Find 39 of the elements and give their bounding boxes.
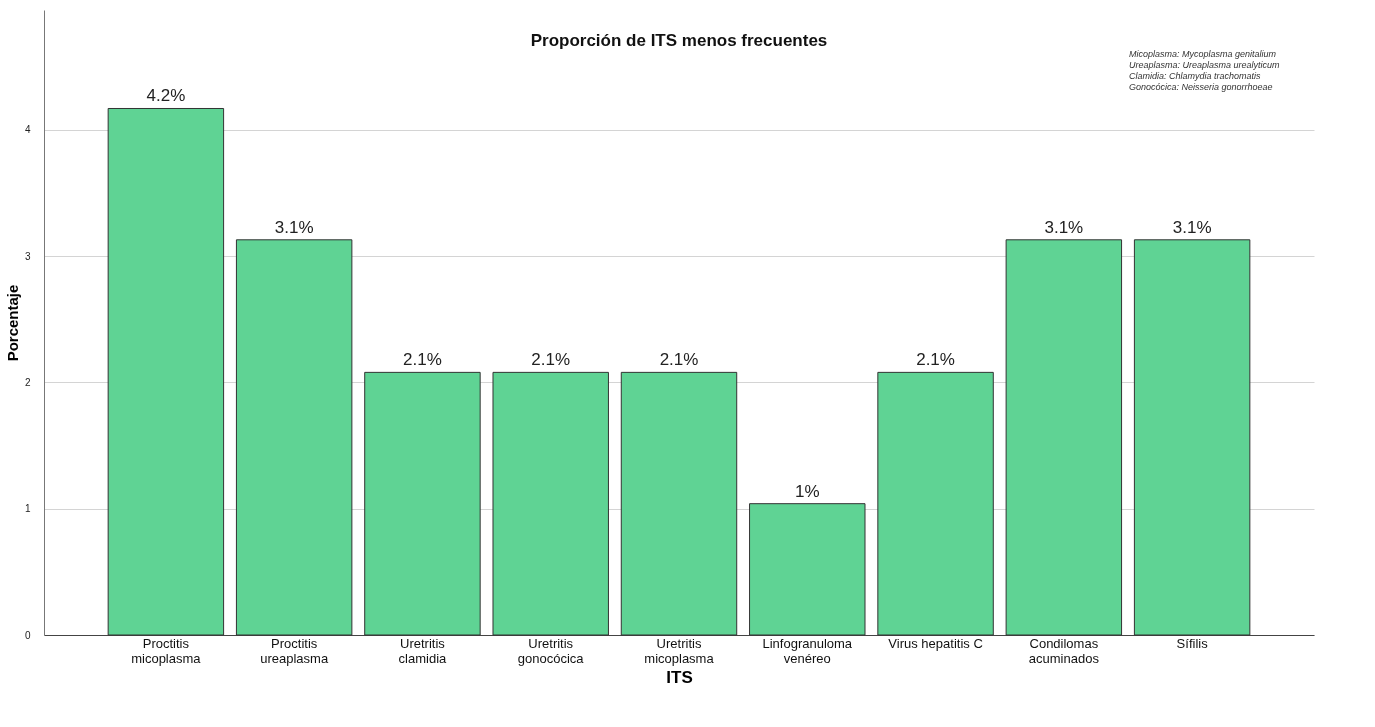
y-tick-label: 3	[24, 250, 31, 262]
y-axis-title: Porcentaje	[3, 284, 21, 362]
data-label: 1%	[794, 481, 820, 501]
annotation: Micoplasma: Mycoplasma genitalium	[1129, 49, 1277, 59]
x-axis-title: ITS	[666, 667, 693, 687]
bar	[1133, 239, 1251, 636]
bar	[749, 503, 866, 636]
data-label: 3.1%	[1172, 217, 1212, 237]
bar	[364, 371, 481, 636]
bar	[1005, 239, 1123, 636]
bar	[107, 107, 225, 636]
data-label: 2.1%	[531, 350, 571, 370]
x-tick-label: Uretritis gonocócica	[517, 635, 585, 666]
annotation: Gonocócica: Neisseria gonorrhoeae	[1129, 82, 1273, 92]
bar	[235, 239, 353, 636]
y-tick-label: 0	[24, 629, 31, 641]
y-tick-label: 4	[24, 124, 31, 136]
bar	[492, 371, 609, 636]
x-tick-label: Proctitis micoplasma	[131, 635, 202, 666]
text: Proporción de ITS menos frecuentes	[530, 31, 828, 50]
bar	[620, 371, 738, 636]
y-tick-label: 2	[24, 376, 31, 388]
annotation: Clamidia: Chlamydia trachomatis	[1129, 71, 1262, 81]
data-label: 2.1%	[916, 350, 955, 370]
data-label: 3.1%	[1044, 217, 1084, 237]
data-label: 2.1%	[403, 350, 442, 370]
x-tick-label: Uretritis clamidia	[398, 635, 448, 666]
data-label: 3.1%	[274, 217, 314, 237]
x-tick-label: Condilomas acuminados	[1028, 635, 1100, 666]
x-tick-label: Linfogranuloma venéreo	[762, 635, 853, 666]
x-tick-label: Proctitis ureaplasma	[260, 635, 329, 666]
y-tick-label: 1	[24, 503, 31, 515]
x-tick-label: Virus hepatitis C	[888, 635, 983, 651]
bar	[877, 371, 994, 636]
x-tick-label: Uretritis micoplasma	[644, 635, 715, 666]
annotation: Ureaplasma: Ureaplasma urealyticum	[1129, 60, 1281, 70]
x-tick-label: Sífilis	[1176, 635, 1209, 651]
data-label: 2.1%	[659, 350, 699, 370]
data-label: 4.2%	[146, 86, 186, 106]
